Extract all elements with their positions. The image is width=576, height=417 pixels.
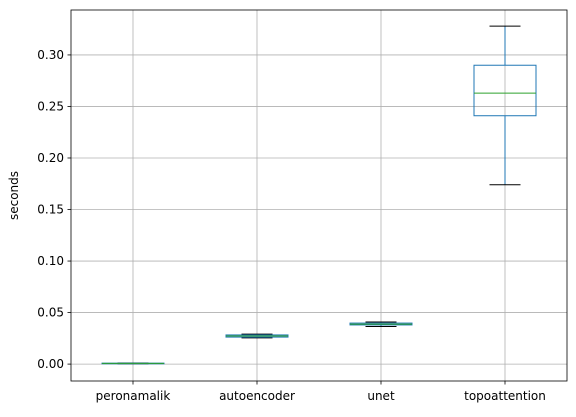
x-tick-label: topoattention xyxy=(464,389,546,403)
box-layer xyxy=(101,25,537,365)
y-tick-label: 0.15 xyxy=(37,203,64,217)
y-axis-label: seconds xyxy=(7,171,21,220)
x-tick-label: unet xyxy=(367,389,395,403)
grid-layer xyxy=(71,10,567,381)
x-tick-label: autoencoder xyxy=(219,389,295,403)
y-tick-label: 0.20 xyxy=(37,151,64,165)
box-topoattention xyxy=(473,25,537,186)
box-unet xyxy=(349,321,413,327)
box-autoencoder xyxy=(225,333,289,339)
y-tick-label: 0.00 xyxy=(37,357,64,371)
plot-area-frame xyxy=(70,9,568,382)
box-peronamalik xyxy=(101,362,165,365)
x-tick-label: peronamalik xyxy=(96,389,171,403)
y-tick-label: 0.10 xyxy=(37,254,64,268)
y-tick-label: 0.05 xyxy=(37,306,64,320)
tick-layer: 0.00 0.05 0.10 0.15 0.20 0.25 0.30 peronamalik a… xyxy=(37,48,546,403)
iqr-box xyxy=(473,64,537,117)
y-tick-label: 0.25 xyxy=(37,99,64,113)
y-tick-label: 0.30 xyxy=(37,48,64,62)
